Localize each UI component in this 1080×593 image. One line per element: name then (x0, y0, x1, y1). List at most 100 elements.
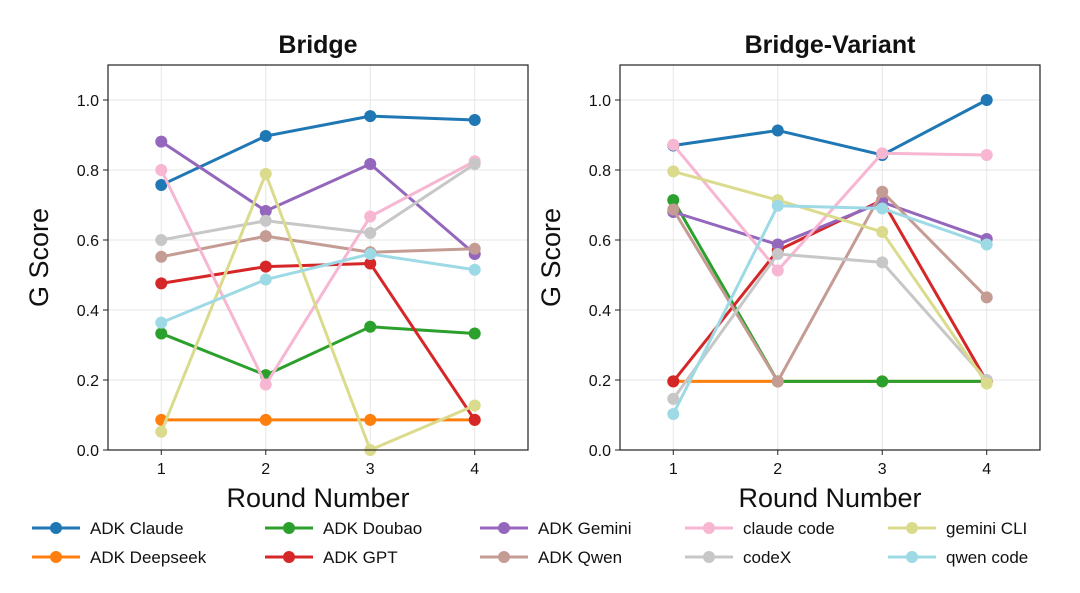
data-point (468, 327, 481, 340)
legend-item: codeX (685, 548, 791, 567)
legend-item: ADK Gemini (480, 519, 632, 538)
data-point (667, 203, 680, 216)
y-tick-label: 0.4 (589, 303, 611, 320)
data-point (771, 124, 784, 137)
series-codex (667, 248, 993, 405)
data-point (364, 158, 377, 171)
data-point (364, 413, 377, 426)
data-point (259, 214, 272, 227)
data-point (155, 164, 168, 176)
legend-item: ADK Doubao (265, 519, 422, 538)
legend-item: ADK Claude (32, 519, 184, 538)
data-point (876, 256, 889, 269)
data-point (364, 320, 377, 333)
legend-marker (283, 522, 295, 534)
legend-label: ADK Claude (90, 519, 184, 538)
x-tick-label: 4 (982, 461, 991, 478)
legend-marker (906, 551, 918, 563)
data-point (259, 167, 272, 180)
data-point (771, 375, 784, 388)
data-point (667, 165, 680, 178)
legend-item: ADK Deepseek (32, 548, 207, 567)
series-line (160, 114, 475, 187)
legend-label: ADK Deepseek (90, 548, 207, 567)
series-line (673, 98, 988, 157)
data-point (468, 242, 481, 255)
series-qwen-code (155, 248, 481, 329)
chart-panel-2: 0.0 0.2 0.4 0.6 0.8 1.0 1 2 3 4 Bridge-Variant Roun… (536, 31, 1041, 513)
legend: ADK Claude ADK Deepseek ADK Doubao ADK GPT A… (32, 519, 1028, 567)
series-line (671, 204, 988, 415)
data-point (155, 250, 168, 263)
y-tick-label: 1.0 (77, 93, 99, 110)
data-point (980, 291, 993, 304)
legend-label: ADK Qwen (538, 548, 622, 567)
x-tick-label: 2 (261, 461, 270, 478)
x-tick-label: 4 (470, 461, 479, 478)
y-axis-label: G Score (536, 208, 566, 307)
data-point (364, 110, 377, 123)
data-point (364, 227, 377, 239)
data-point (980, 377, 993, 390)
data-point (980, 148, 993, 161)
legend-item: gemini CLI (888, 519, 1027, 538)
x-tick-label: 3 (366, 461, 375, 478)
data-point (876, 375, 889, 388)
legend-marker (703, 522, 715, 534)
data-point (667, 375, 680, 388)
data-point (259, 230, 272, 243)
legend-item: ADK GPT (265, 548, 398, 567)
data-point (667, 392, 680, 405)
data-point (771, 238, 784, 251)
series-line (671, 199, 987, 383)
data-point (259, 130, 272, 143)
series-adk-qwen (667, 185, 993, 388)
series-line (161, 162, 476, 242)
series-gemini-cli (155, 167, 481, 456)
data-point (364, 210, 377, 223)
legend-label: claude code (743, 519, 835, 538)
data-point (468, 263, 481, 276)
series-adk-claude (155, 110, 481, 192)
data-point (876, 185, 889, 198)
legend-label: gemini CLI (946, 519, 1027, 538)
data-point (876, 225, 889, 238)
legend-marker (50, 522, 62, 534)
axes-frame (107, 64, 529, 451)
legend-marker (498, 551, 510, 563)
data-point (771, 199, 784, 212)
x-tick-label: 2 (773, 461, 782, 478)
data-point (667, 138, 680, 151)
x-axis-label: Round Number (226, 483, 409, 513)
y-tick-label: 0.2 (589, 373, 611, 390)
data-point (155, 179, 168, 192)
series-line (672, 200, 988, 247)
legend-item: qwen code (888, 548, 1028, 567)
data-point (364, 248, 377, 260)
data-point (980, 94, 993, 106)
series-adk-claude (667, 94, 993, 161)
legend-marker (498, 522, 510, 534)
legend-marker (703, 551, 715, 563)
legend-label: ADK Doubao (323, 519, 422, 538)
y-tick-label: 0.6 (589, 233, 611, 250)
data-point (155, 234, 168, 246)
legend-label: ADK Gemini (538, 519, 632, 538)
legend-marker (50, 551, 62, 563)
x-tick-label: 1 (157, 461, 166, 478)
data-point (259, 260, 272, 273)
data-point (876, 147, 889, 160)
legend-label: qwen code (946, 548, 1028, 567)
series-line (672, 169, 988, 385)
y-tick-label: 1.0 (589, 93, 611, 110)
series-line (672, 143, 987, 272)
legend-item: ADK Qwen (480, 548, 622, 567)
data-point (259, 204, 272, 217)
y-tick-label: 0.4 (77, 303, 99, 320)
legend-marker (906, 522, 918, 534)
series-adk-gemini (667, 196, 993, 251)
y-tick-label: 0.0 (589, 443, 611, 460)
y-tick-label: 0.2 (77, 373, 99, 390)
series-claude-code (155, 155, 481, 391)
data-point (980, 238, 993, 251)
